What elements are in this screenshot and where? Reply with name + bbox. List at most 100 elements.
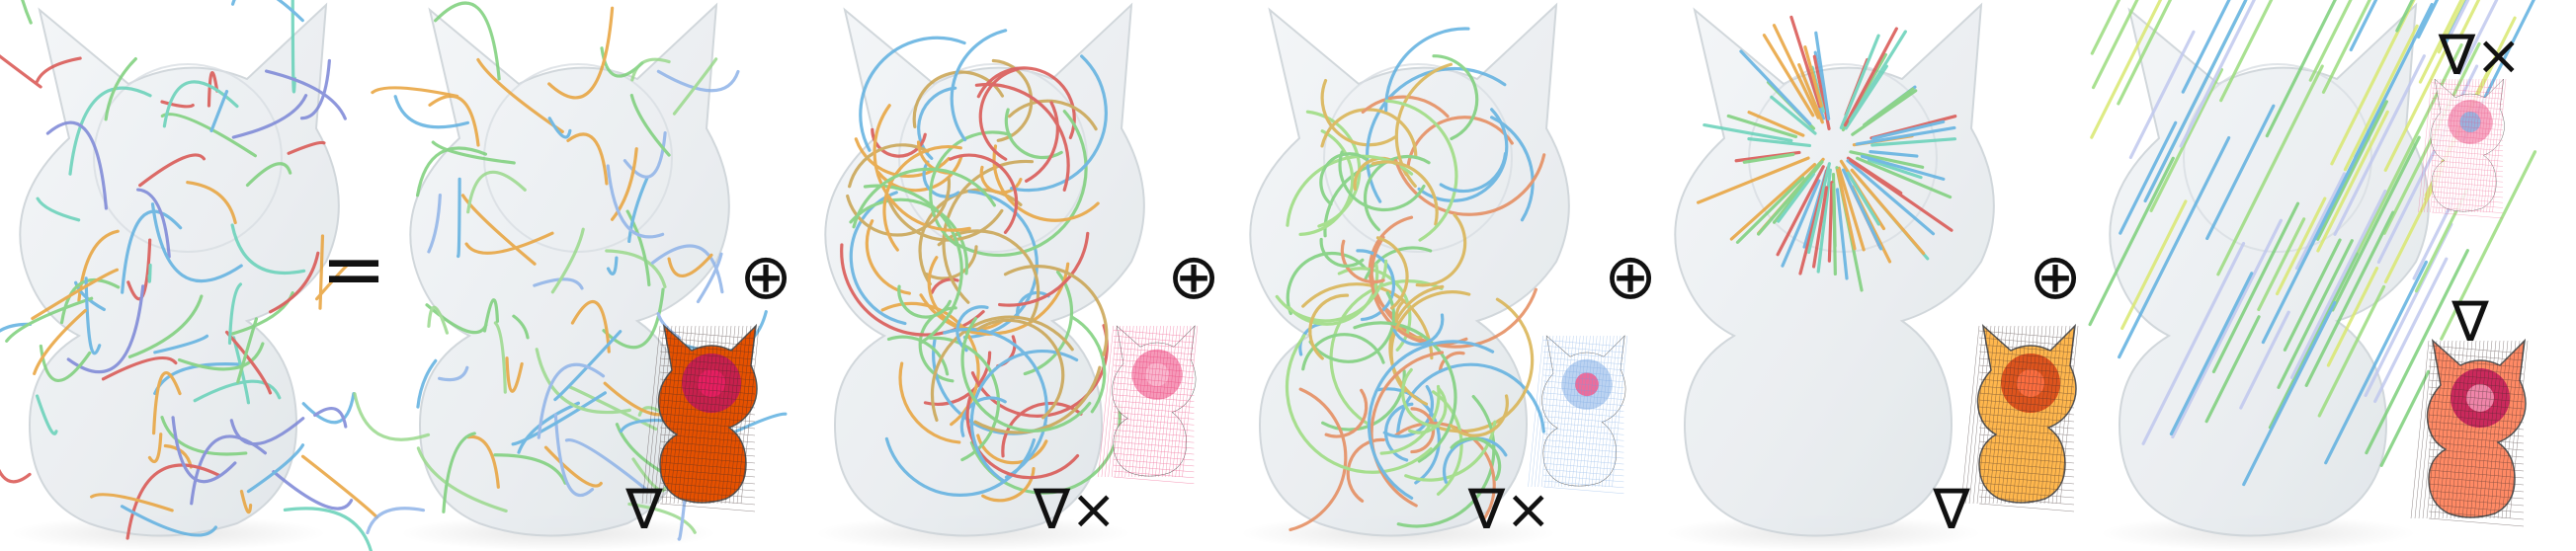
streamline [969,349,1079,484]
potential-3 [2410,340,2529,527]
streamline [33,308,87,375]
streamline [416,358,438,409]
streamline [35,56,82,84]
streamline [1376,387,1441,485]
streamline [66,284,145,374]
streamline [287,140,326,155]
streamline [125,463,220,540]
streamline [1394,153,1546,216]
streamline [1388,284,1445,406]
streamline [1811,186,1829,269]
glass-cat-body [2109,4,2430,537]
streamline [207,70,219,108]
streamline [493,321,507,394]
streamline [656,312,681,340]
streamline [2317,284,2386,418]
streamline [1443,436,1508,484]
streamline [1364,246,1433,281]
streamline [1396,362,1545,433]
streamline [600,46,644,78]
streamline [1867,158,1923,180]
streamline [1003,265,1109,356]
streamline [897,284,953,319]
streamline [886,335,950,376]
streamline [998,231,1090,307]
original-field [0,0,379,551]
streamline [466,434,500,489]
streamline [121,209,183,294]
streamline [1696,156,1810,204]
streamline [924,245,978,280]
streamline [101,355,178,381]
streamline [1848,30,1907,122]
streamline [1846,159,1936,236]
streamline [973,365,1102,434]
streamline [313,406,348,429]
streamline [1841,168,1883,251]
streamline [950,29,1008,142]
streamline [1803,45,1823,108]
streamline [566,132,609,186]
streamline [1404,420,1497,482]
potential-1 [641,325,760,512]
streamline [2265,0,2337,138]
streamline [696,252,723,304]
streamline [547,6,615,100]
streamline [1870,137,1957,147]
streamline [246,443,305,494]
streamline [2179,0,2256,148]
streamline [965,393,1080,480]
streamline [1439,152,1508,194]
streamline [1849,158,1953,232]
streamline [1776,165,1825,257]
streamline [1286,251,1368,316]
streamline [2289,189,2387,380]
streamline [2149,67,2224,212]
streamline [1856,156,1953,199]
streamline [1375,236,1409,310]
streamline [930,277,959,294]
streamline [630,57,671,82]
streamline [2308,0,2353,82]
streamline [2324,260,2428,465]
streamline [245,162,292,188]
streamline [272,470,354,511]
streamline [393,95,470,129]
streamline [153,334,209,354]
streamline [2120,199,2188,331]
streamline [299,58,331,120]
streamline [177,342,265,371]
streamline [930,315,1074,423]
streamline [553,413,595,497]
streamline [2355,42,2463,258]
streamline [1869,150,1919,158]
streamline [493,453,567,485]
streamline [978,67,1020,161]
streamline [353,392,431,441]
streamline [1392,313,1445,347]
streamline [152,371,182,435]
streamline [1366,66,1507,203]
streamline [2331,135,2421,312]
streamline [631,457,668,493]
streamline [629,93,671,157]
streamline [1383,402,1414,462]
streamline [1806,162,1831,255]
streamline [229,417,305,446]
streamline [1408,387,1448,434]
curl-operator-2: ∇× [1467,478,1551,542]
streamline [627,175,650,244]
rotational-component [1240,4,1570,551]
streamline [1370,351,1445,508]
streamline [104,57,137,121]
streamline [236,317,259,384]
streamline [570,300,611,354]
radial-component [1665,4,1995,551]
streamline [482,298,500,333]
streamline [21,0,33,25]
streamline [2169,272,2254,436]
streamline [36,197,81,222]
streamline [884,436,1037,497]
